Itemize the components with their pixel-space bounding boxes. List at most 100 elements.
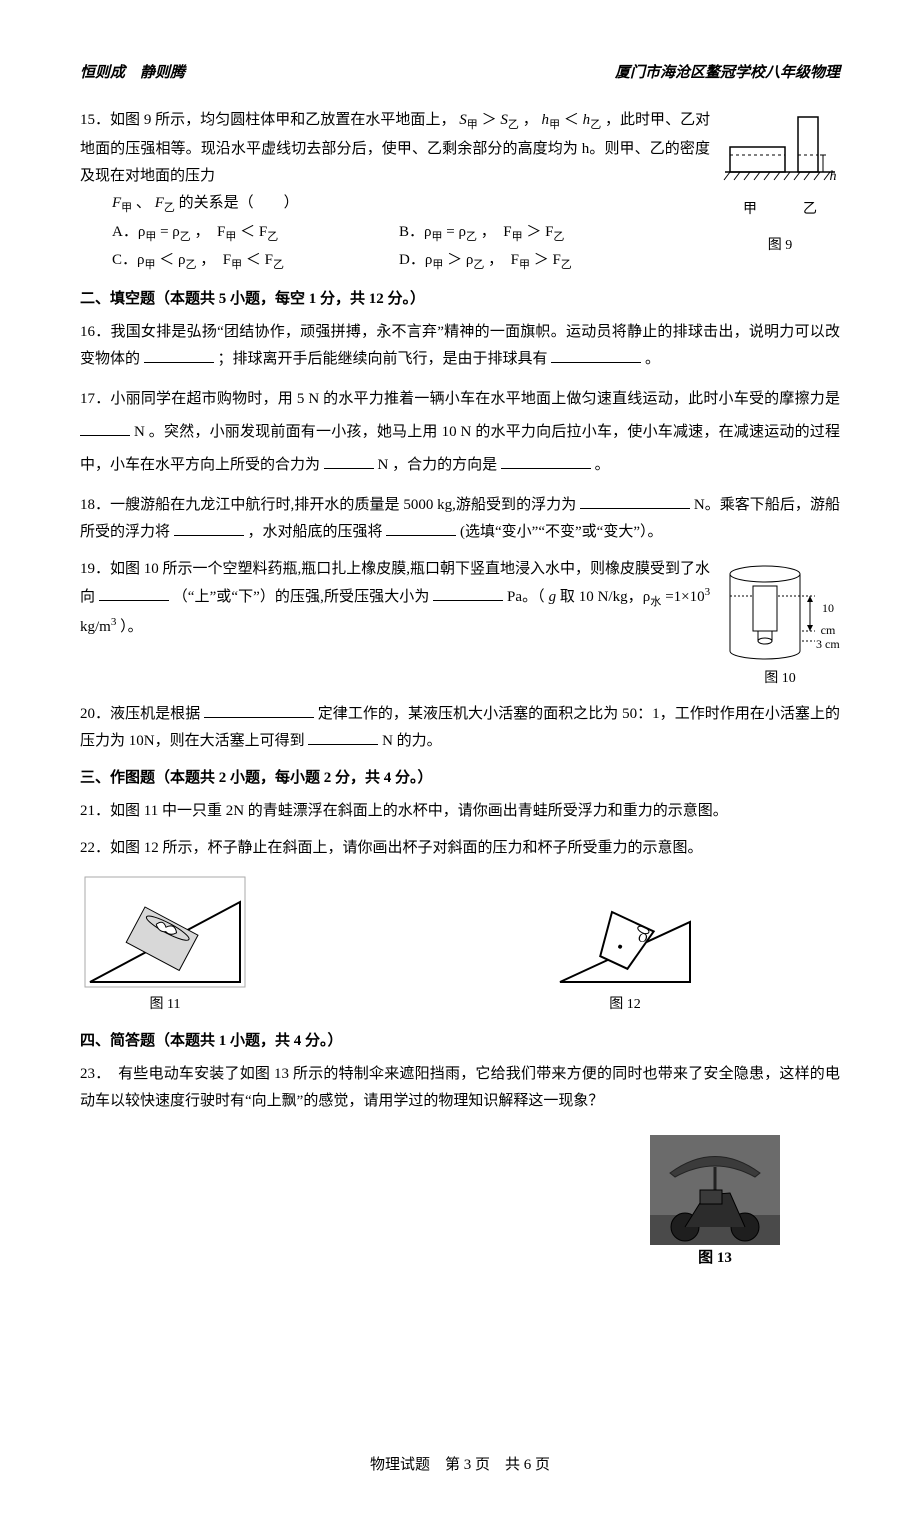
blank <box>204 702 314 718</box>
blank <box>580 493 690 509</box>
t: 甲 <box>432 259 443 271</box>
q15-S2: S <box>500 112 508 128</box>
t: ＞ F <box>526 224 553 240</box>
q20-a: 20．液压机是根据 <box>80 706 200 722</box>
t: ， F <box>481 224 512 240</box>
q15-Fs2: 乙 <box>164 202 175 214</box>
question-20: 20．液压机是根据 定律工作的，某液压机大小活塞的面积之比为 50：1，工作时作… <box>80 701 840 755</box>
blank <box>501 453 591 469</box>
t: 甲 <box>145 231 156 243</box>
header-left: 恒则成 静则腾 <box>80 60 185 87</box>
t: 乙 <box>273 259 284 271</box>
t: ＜ ρ <box>159 252 185 268</box>
t: 乙 <box>473 259 484 271</box>
t: ， F <box>488 252 519 268</box>
q19-sw: 水 <box>650 596 661 608</box>
q17-c: N ，合力的方向是 <box>378 457 498 473</box>
q15-S1: S <box>459 112 467 128</box>
question-22: 22．如图 12 所示，杯子静止在斜面上，请你画出杯子对斜面的压力和杯子所受重力… <box>80 835 840 862</box>
fig9-yi: 乙 <box>803 197 817 222</box>
t: D．ρ <box>399 252 432 268</box>
q19-c: Pa。（ <box>507 589 545 605</box>
blank <box>99 585 169 601</box>
q15-optD: D．ρ甲 ＞ ρ乙 ， F甲 ＞ F乙 <box>399 247 686 276</box>
q15-F1: F <box>112 195 121 211</box>
page-footer: 物理试题 第 3 页 共 6 页 <box>80 1452 840 1479</box>
fig9-jia: 甲 <box>743 197 757 222</box>
q15-h1: h <box>542 112 550 128</box>
q16-c: 。 <box>645 351 660 367</box>
header-right: 厦门市海沧区鳌冠学校八年级物理 <box>615 60 840 87</box>
q15-sub2: 乙 <box>508 119 519 131</box>
q15-sub3: 甲 <box>549 119 560 131</box>
section-3-title: 三、作图题（本题共 2 小题，每小题 2 分，共 4 分。） <box>80 765 840 792</box>
fig11-label: 图 11 <box>80 992 250 1017</box>
blank <box>386 520 456 536</box>
blank <box>80 420 130 436</box>
t: ， F <box>200 252 231 268</box>
fig10-d2: 3 cm <box>816 634 840 656</box>
q15-optB: B．ρ甲 = ρ乙 ， F甲 ＞ F乙 <box>399 219 686 248</box>
q15-F2: F <box>155 195 164 211</box>
section-2-title: 二、填空题（本题共 5 小题，每空 1 分，共 12 分。） <box>80 286 840 313</box>
question-21: 21．如图 11 中一只重 2N 的青蛙漂浮在斜面上的水杯中，请你画出青蛙所受浮… <box>80 798 840 825</box>
t: 甲 <box>231 259 242 271</box>
fig12-label: 图 12 <box>550 992 700 1017</box>
fig12-O-text: O <box>638 930 648 945</box>
t: 乙 <box>553 231 564 243</box>
q15-optA: A．ρ甲 = ρ乙 ， F甲 ＜ F乙 <box>112 219 399 248</box>
q19-f3: 3 <box>111 616 117 628</box>
t: = ρ <box>160 224 180 240</box>
t: 乙 <box>180 231 191 243</box>
fig10-label: 图 10 <box>720 666 840 691</box>
question-18: 18．一艘游船在九龙江中航行时,排开水的质量是 5000 kg,游船受到的浮力为… <box>80 492 840 546</box>
q17-a: 17．小丽同学在超市购物时，用 5 N 的水平力推着一辆小车在水平地面上做匀速直… <box>80 391 840 407</box>
q19-g: g <box>549 589 557 605</box>
question-15: 甲 乙 h 图 9 15．如图 9 所示，均匀圆柱体甲和乙放置在水平地面上， S… <box>80 107 840 276</box>
q15-sub4: 乙 <box>590 119 601 131</box>
blank <box>324 453 374 469</box>
q15-sub1: 甲 <box>467 119 478 131</box>
q17-d: 。 <box>595 457 610 473</box>
fig9-label: 图 9 <box>720 233 840 258</box>
t: A．ρ <box>112 224 145 240</box>
t: 甲 <box>519 259 530 271</box>
figure-10: 10 cm 3 cm 图 10 <box>720 556 840 691</box>
t: ＞ F <box>534 252 561 268</box>
t: ＜ F <box>246 252 273 268</box>
q15-c1: ， <box>523 112 538 128</box>
q15-lt: ＜ <box>564 112 579 128</box>
q16-b: ；排球离开手后能继续向前飞行，是由于排球具有 <box>218 351 548 367</box>
figure-11: 图 11 <box>80 872 250 1017</box>
question-16: 16．我国女排是弘扬“团结协作，顽强拼搏，永不言弃”精神的一面旗帜。运动员将静止… <box>80 319 840 373</box>
t: 甲 <box>432 231 443 243</box>
q18-d: (选填“变小”“不变”或“变大”）。 <box>460 524 662 540</box>
figure-12: O 图 12 <box>550 892 700 1017</box>
q18-c: ，水对船底的压强将 <box>248 524 383 540</box>
t: B．ρ <box>399 224 432 240</box>
fig13-label: 图 13 <box>650 1245 780 1272</box>
t: ， F <box>195 224 226 240</box>
question-23: 23． 有些电动车安装了如图 13 所示的特制伞来遮阳挡雨，它给我们带来方便的同… <box>80 1061 840 1115</box>
t: 甲 <box>512 231 523 243</box>
t: = ρ <box>446 224 466 240</box>
q18-a: 18．一艘游船在九龙江中航行时,排开水的质量是 5000 kg,游船受到的浮力为 <box>80 497 576 513</box>
q15-dun: 、 <box>136 195 151 211</box>
t: ＜ F <box>240 224 267 240</box>
question-17: 17．小丽同学在超市购物时，用 5 N 的水平力推着一辆小车在水平地面上做匀速直… <box>80 383 840 482</box>
t: 乙 <box>267 231 278 243</box>
q20-c: N 的力。 <box>382 733 442 749</box>
t: 甲 <box>225 231 236 243</box>
q15-Fs1: 甲 <box>121 202 132 214</box>
q19-d: 取 10 N/kg，ρ <box>560 589 650 605</box>
q19-e: =1×10 <box>665 589 704 605</box>
t: 乙 <box>561 259 572 271</box>
q15-stem1: 15．如图 9 所示，均匀圆柱体甲和乙放置在水平地面上， <box>80 112 456 128</box>
t: 乙 <box>466 231 477 243</box>
q15-rel: 的关系是（ ） <box>179 195 299 211</box>
t: 甲 <box>145 259 156 271</box>
blank <box>174 520 244 536</box>
q19-b: （“上”或“下”）的压强,所受压强大小为 <box>173 589 430 605</box>
q19-g2: ）。 <box>120 619 143 635</box>
blank <box>144 347 214 363</box>
